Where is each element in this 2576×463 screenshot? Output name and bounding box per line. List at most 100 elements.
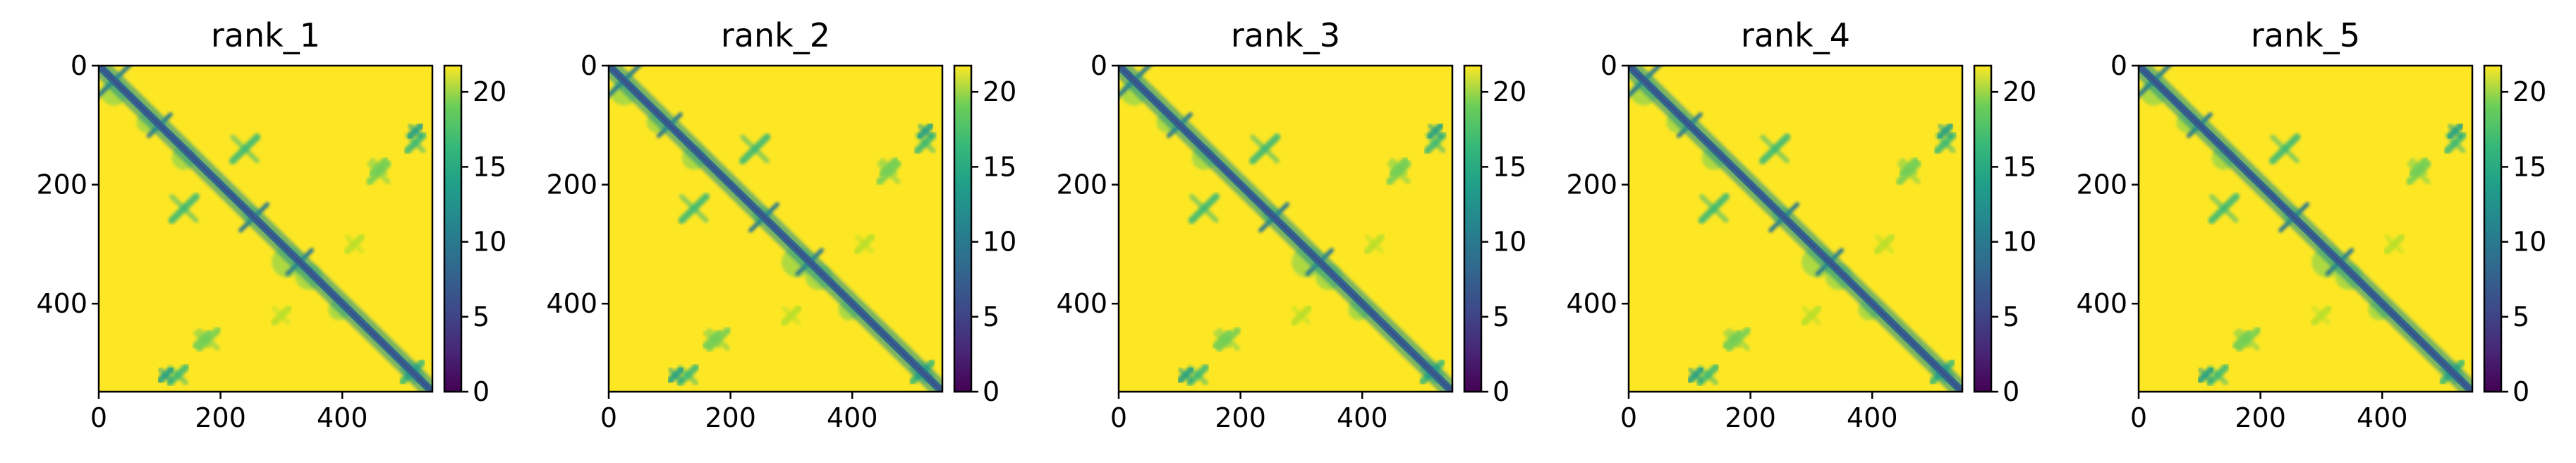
contact-band bbox=[1292, 306, 1311, 325]
y-tick-label: 400 bbox=[36, 288, 87, 319]
contact-band bbox=[782, 306, 801, 325]
colorbar-tick-label: 20 bbox=[983, 76, 1016, 107]
diagonal-core bbox=[1629, 66, 1962, 392]
y-tick-label: 400 bbox=[546, 288, 597, 319]
contact-band bbox=[1726, 327, 1750, 351]
contact-band bbox=[917, 123, 934, 139]
contact-band bbox=[2311, 306, 2331, 325]
x-tick-label: 0 bbox=[1620, 402, 1637, 433]
colorbar-tick-label: 10 bbox=[473, 227, 506, 258]
y-tick-label: 400 bbox=[2076, 288, 2127, 319]
x-tick-label: 0 bbox=[600, 402, 617, 433]
contact-band bbox=[1177, 367, 1194, 383]
contact-band bbox=[1937, 123, 1954, 139]
colorbar-frame bbox=[953, 64, 973, 393]
x-tick-label: 200 bbox=[2235, 402, 2286, 433]
y-tick-label: 200 bbox=[36, 169, 87, 200]
y-tick-label: 200 bbox=[2076, 169, 2127, 200]
axes-frame bbox=[97, 64, 434, 393]
contact-band bbox=[230, 134, 260, 164]
y-tick-label: 400 bbox=[1566, 288, 1617, 319]
contact-band bbox=[1189, 193, 1219, 223]
contact-band bbox=[2236, 327, 2260, 351]
x-tick-label: 200 bbox=[195, 402, 246, 433]
contact-band bbox=[679, 193, 709, 223]
colorbar-tick-label: 10 bbox=[2513, 227, 2546, 258]
contact-band bbox=[1427, 123, 1444, 139]
colorbar-tick-label: 5 bbox=[2513, 301, 2529, 332]
colorbar-frame bbox=[2483, 64, 2503, 393]
colorbar-tick-label: 20 bbox=[1493, 76, 1526, 107]
contact-band bbox=[169, 193, 199, 223]
contact-band bbox=[667, 367, 684, 383]
heatmap-panel-3: rank_3 0 200 400 0 200 400 0 5 10 15 20 bbox=[1056, 16, 1526, 433]
contact-band bbox=[2197, 367, 2214, 383]
contact-band bbox=[1216, 327, 1240, 351]
diagonal-core bbox=[609, 66, 942, 392]
contact-band bbox=[880, 157, 899, 176]
contact-band bbox=[157, 367, 174, 383]
contact-band bbox=[344, 234, 365, 254]
heatmap-cells bbox=[99, 66, 432, 392]
colorbar-frame bbox=[443, 64, 463, 393]
y-tick-label: 200 bbox=[546, 169, 597, 200]
x-tick-label: 200 bbox=[1725, 402, 1776, 433]
heatmap-panel-4: rank_4 0 200 400 0 200 400 0 5 10 15 20 bbox=[1566, 16, 2036, 433]
x-tick-label: 0 bbox=[2130, 402, 2147, 433]
contact-band bbox=[2447, 123, 2464, 139]
contact-band bbox=[703, 330, 722, 349]
y-tick-label: 0 bbox=[71, 50, 87, 81]
contact-band bbox=[2410, 157, 2429, 176]
heatmap-panel-5: rank_5 0 200 400 0 200 400 0 5 10 15 20 bbox=[2076, 16, 2546, 433]
colorbar-tick-label: 0 bbox=[473, 376, 490, 407]
panel-title: rank_5 bbox=[2251, 16, 2360, 54]
contact-band bbox=[2407, 161, 2431, 184]
colorbar-frame bbox=[1463, 64, 1483, 393]
colorbar-tick-label: 20 bbox=[2513, 76, 2546, 107]
contact-band bbox=[1900, 157, 1919, 176]
colorbar-tick-label: 20 bbox=[2003, 76, 2036, 107]
colorbar-tick-label: 0 bbox=[2513, 376, 2529, 407]
colorbar-tick-label: 15 bbox=[1493, 151, 1526, 182]
x-tick-label: 200 bbox=[1215, 402, 1266, 433]
x-tick-label: 400 bbox=[2357, 402, 2408, 433]
x-tick-label: 200 bbox=[705, 402, 756, 433]
diagonal-core bbox=[99, 66, 432, 392]
contact-band bbox=[2270, 134, 2299, 164]
heatmap-cells bbox=[609, 66, 942, 392]
heatmap-cells bbox=[1629, 66, 1962, 392]
colorbar-tick-label: 15 bbox=[2513, 151, 2546, 182]
colorbar-tick-label: 5 bbox=[983, 301, 1000, 332]
colorbar-tick-label: 5 bbox=[473, 301, 490, 332]
contact-band bbox=[2384, 234, 2405, 254]
y-tick-label: 0 bbox=[1090, 50, 1107, 81]
contact-band bbox=[2232, 330, 2252, 349]
axes-frame bbox=[1117, 64, 1454, 393]
panel-title: rank_3 bbox=[1231, 16, 1340, 54]
panel-title: rank_4 bbox=[1741, 16, 1850, 54]
contact-band bbox=[407, 123, 424, 139]
x-tick-label: 400 bbox=[827, 402, 878, 433]
axes-frame bbox=[2137, 64, 2474, 393]
x-tick-label: 400 bbox=[1847, 402, 1898, 433]
axes-frame bbox=[607, 64, 944, 393]
contact-band bbox=[1250, 134, 1280, 164]
contact-band bbox=[370, 157, 389, 176]
y-tick-label: 0 bbox=[581, 50, 597, 81]
contact-band bbox=[2209, 193, 2239, 223]
contact-band bbox=[854, 234, 875, 254]
colorbar-tick-label: 15 bbox=[473, 151, 506, 182]
diagonal-core bbox=[1119, 66, 1452, 392]
contact-band bbox=[877, 161, 901, 184]
y-tick-label: 200 bbox=[1566, 169, 1617, 200]
colorbar-tick-label: 0 bbox=[1493, 376, 1509, 407]
heatmap-cells bbox=[2139, 66, 2472, 392]
colorbar bbox=[2484, 66, 2501, 392]
contact-band bbox=[367, 161, 391, 184]
contact-band bbox=[1897, 161, 1921, 184]
contact-band bbox=[1687, 367, 1704, 383]
contact-band bbox=[193, 330, 212, 349]
heatmap-panel-1: rank_1 0 200 400 0 200 400 0 5 10 15 20 bbox=[36, 16, 506, 433]
contact-band bbox=[196, 327, 220, 351]
